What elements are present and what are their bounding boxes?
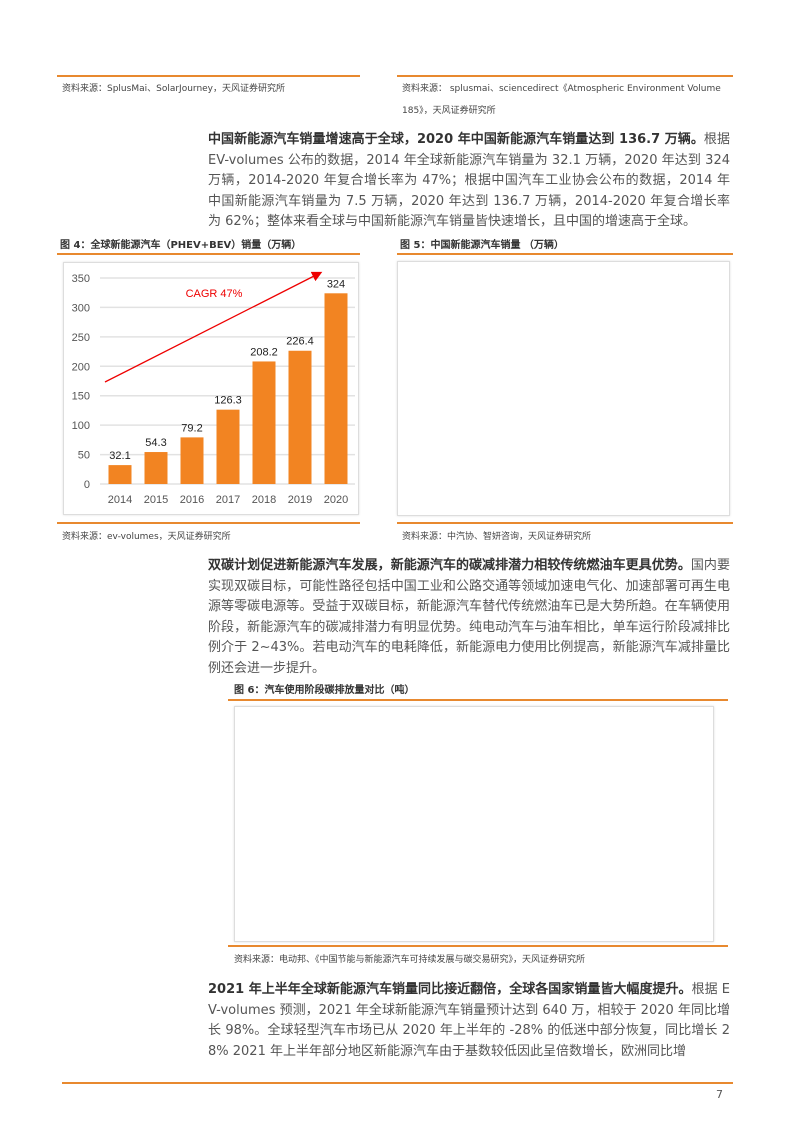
paragraph-body: 国内要实现双碳目标，可能性路径包括中国工业和公路交通等领域加速电气化、加速部署可… — [208, 558, 730, 676]
bar — [324, 293, 348, 484]
chart-frame — [397, 261, 730, 516]
bar — [216, 409, 240, 484]
y-tick-label: 300 — [72, 302, 90, 314]
data-label: 226.4 — [286, 336, 314, 348]
divider — [397, 522, 733, 524]
source-note: 资料来源：电动邦、《中国节能与新能源汽车可持续发展与碳交易研究》，天风证券研究所 — [234, 955, 586, 965]
paragraph-lead: 中国新能源汽车销量增速高于全球，2020 年中国新能源汽车销量达到 136.7 … — [208, 132, 704, 147]
y-tick-label: 100 — [72, 420, 90, 432]
y-tick-label: 250 — [72, 332, 90, 344]
data-label: 208.2 — [250, 346, 278, 358]
y-tick-label: 150 — [72, 391, 90, 403]
chart-frame — [234, 706, 714, 942]
divider — [57, 75, 360, 77]
trend-arrow — [104, 271, 323, 383]
source-note: 资料来源：中汽协、智妍咨询，天风证券研究所 — [402, 532, 592, 542]
x-tick-label: 2016 — [180, 494, 204, 506]
source-note: 资料来源： splusmai、sciencedirect《Atmospheric… — [402, 84, 721, 94]
source-note: 资料来源：SplusMai、SolarJourney，天风证券研究所 — [62, 84, 286, 94]
divider — [57, 522, 360, 524]
figure-title: 图 5：中国新能源汽车销量 （万辆） — [400, 240, 564, 251]
divider — [57, 253, 360, 255]
bar — [144, 452, 168, 484]
page-number: 7 — [716, 1088, 723, 1101]
x-tick-label: 2017 — [216, 494, 240, 506]
y-tick-label: 350 — [72, 273, 90, 285]
y-tick-label: 50 — [78, 450, 90, 462]
bar — [288, 350, 312, 484]
paragraph-body: 根据 EV-volumes 公布的数据，2014 年全球新能源汽车销量为 32.… — [208, 132, 730, 229]
x-tick-label: 2015 — [144, 494, 168, 506]
divider — [228, 945, 728, 947]
cagr-annotation: CAGR 47% — [186, 288, 243, 300]
data-label: 324 — [327, 278, 345, 290]
source-note: 资料来源：ev-volumes，天风证券研究所 — [62, 532, 231, 542]
bar — [252, 361, 276, 484]
paragraph-lead: 双碳计划促进新能源汽车发展，新能源汽车的碳减排潜力相较传统燃油车更具优势。 — [208, 558, 691, 573]
y-tick-label: 0 — [84, 479, 90, 491]
paragraph-lead: 2021 年上半年全球新能源汽车销量同比接近翻倍，全球各国家销量皆大幅度提升。 — [208, 982, 692, 997]
data-label: 126.3 — [214, 395, 242, 407]
paragraph: 双碳计划促进新能源汽车发展，新能源汽车的碳减排潜力相较传统燃油车更具优势。国内要… — [208, 556, 730, 679]
y-tick-label: 200 — [72, 361, 90, 373]
x-tick-label: 2018 — [252, 494, 276, 506]
paragraph: 2021 年上半年全球新能源汽车销量同比接近翻倍，全球各国家销量皆大幅度提升。根… — [208, 980, 730, 1062]
x-tick-label: 2014 — [108, 494, 132, 506]
data-label: 79.2 — [181, 422, 202, 434]
figure-title: 图 6：汽车使用阶段碳排放量对比（吨） — [234, 685, 415, 696]
divider — [228, 699, 728, 701]
paragraph: 中国新能源汽车销量增速高于全球，2020 年中国新能源汽车销量达到 136.7 … — [208, 130, 730, 233]
divider — [397, 253, 733, 255]
data-label: 32.1 — [109, 450, 130, 462]
x-tick-label: 2020 — [324, 494, 348, 506]
bar — [108, 465, 132, 484]
x-tick-label: 2019 — [288, 494, 312, 506]
source-note: 185》，天风证券研究所 — [402, 106, 496, 116]
footer-divider — [62, 1082, 733, 1084]
divider — [397, 75, 733, 77]
paragraph-body: 根据 EV-volumes 预测，2021 年全球新能源汽车销量预计达到 640… — [208, 982, 730, 1059]
data-label: 54.3 — [145, 437, 166, 449]
figure-title: 图 4：全球新能源汽车（PHEV+BEV）销量（万辆） — [60, 240, 302, 251]
bar — [180, 437, 204, 484]
